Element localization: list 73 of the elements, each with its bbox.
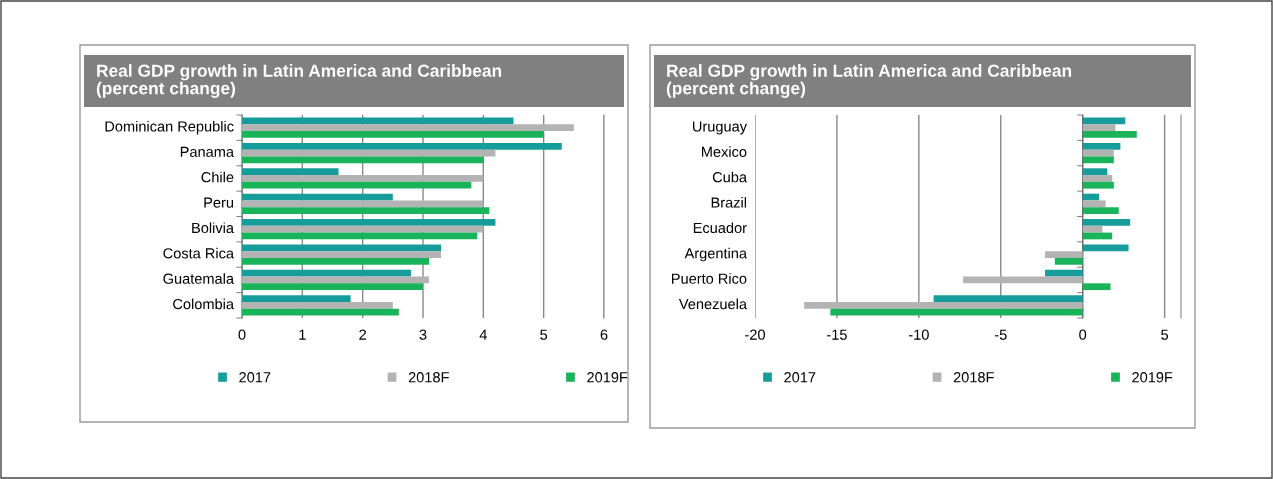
bar — [242, 200, 484, 208]
bar — [804, 301, 1083, 309]
y-tick-label: Puerto Rico — [672, 273, 747, 284]
bar — [242, 257, 430, 265]
y-tick-label: Cuba — [712, 171, 747, 183]
chart-title: Real GDP growth in Latin America and Caribbean (percent change) — [666, 64, 1072, 98]
bar — [242, 244, 442, 252]
bar — [242, 124, 574, 132]
bar — [242, 283, 423, 291]
bar — [1082, 219, 1131, 226]
bar — [1082, 124, 1116, 132]
x-tick-label: 5 — [540, 329, 548, 340]
bar — [1082, 156, 1114, 164]
legend-label: 2017 — [239, 372, 271, 383]
y-tick-label: Dominican Republic — [105, 120, 234, 135]
x-tick-label: -15 — [827, 329, 847, 340]
bar — [242, 181, 472, 189]
bar — [242, 175, 484, 182]
y-tick-label: Guatemala — [163, 273, 234, 284]
x-tick-label: 0 — [1079, 329, 1087, 340]
legend-label: 2017 — [784, 372, 816, 383]
bar — [242, 269, 411, 277]
y-tick-label: Mexico — [702, 146, 747, 157]
bar — [1045, 251, 1083, 258]
y-tick-label: Colombia — [173, 298, 234, 310]
bar — [242, 168, 339, 176]
bar — [242, 225, 484, 233]
bar — [1082, 142, 1121, 150]
legend-label: 2019F — [1132, 372, 1173, 383]
legend-label: 2018F — [953, 372, 994, 383]
y-tick-label: Venezuela — [678, 298, 747, 310]
y-tick-label: Ecuador — [693, 222, 747, 234]
bar — [1082, 283, 1111, 291]
bar — [242, 295, 351, 302]
bar — [242, 207, 490, 214]
bar — [1082, 175, 1113, 182]
bar — [1082, 200, 1106, 208]
bar — [1082, 168, 1108, 176]
y-tick-label: Panama — [180, 146, 234, 157]
bar — [933, 295, 1083, 302]
x-tick-label: -5 — [994, 329, 1007, 340]
chart-title: Real GDP growth in Latin America and Caribbean (percent change) — [96, 64, 502, 98]
x-tick-label: -10 — [908, 329, 929, 340]
x-tick-label: -20 — [745, 329, 765, 340]
bar — [1054, 257, 1083, 265]
bar — [1082, 207, 1119, 214]
bar — [242, 156, 484, 164]
bar — [1082, 244, 1129, 252]
x-tick-label: 3 — [419, 329, 427, 340]
y-tick-label: Bolivia — [192, 222, 234, 234]
x-tick-label: 4 — [479, 329, 487, 340]
y-tick-label: Costa Rica — [163, 247, 234, 259]
x-tick-label: 6 — [600, 329, 608, 340]
y-tick-label: Uruguay — [693, 121, 747, 135]
bar — [1045, 269, 1083, 277]
legend-label: 2019F — [587, 372, 628, 383]
bar — [242, 251, 442, 258]
bar — [242, 142, 562, 150]
bar — [1082, 131, 1137, 138]
x-tick-label: 5 — [1161, 329, 1169, 340]
legend-label: 2018F — [408, 372, 449, 383]
y-tick-label: Peru — [204, 197, 234, 208]
bar — [1082, 181, 1114, 189]
y-tick-label: Brazil — [711, 197, 747, 208]
x-tick-label: 0 — [238, 329, 246, 340]
x-tick-label: 1 — [299, 329, 306, 340]
bar — [1082, 225, 1103, 233]
bar — [242, 301, 393, 309]
y-tick-label: Argentina — [684, 247, 747, 262]
x-tick-label: 2 — [359, 329, 366, 340]
y-tick-label: Chile — [201, 171, 234, 183]
bar — [242, 219, 496, 226]
bar — [242, 131, 544, 138]
